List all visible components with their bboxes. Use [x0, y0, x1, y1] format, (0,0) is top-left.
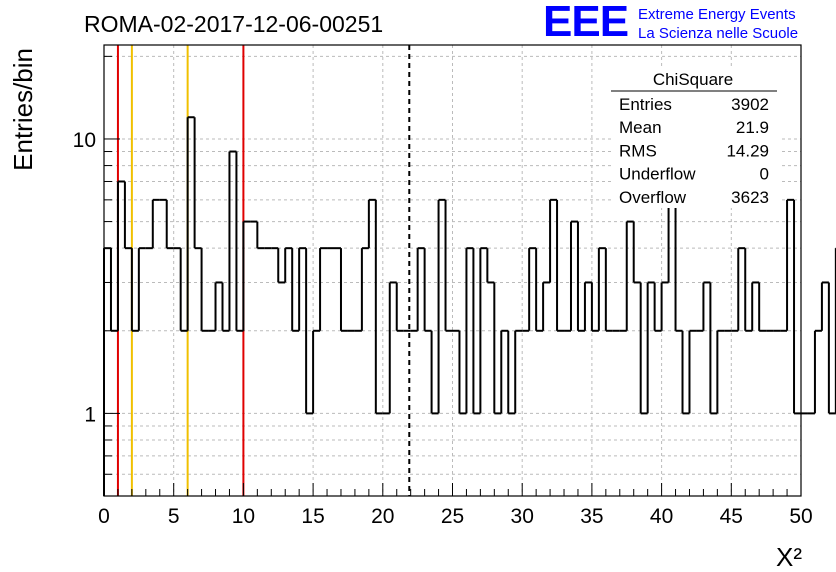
grid — [104, 45, 801, 496]
stats-label: Mean — [619, 118, 662, 137]
x-tick-label: 30 — [511, 505, 534, 528]
stats-title: ChiSquare — [653, 70, 733, 89]
x-tick-label: 45 — [720, 505, 743, 528]
stats-value: 3902 — [731, 95, 769, 114]
x-tick-label: 35 — [580, 505, 603, 528]
chart-title: ROMA-02-2017-12-06-00251 — [84, 11, 383, 37]
histogram — [103, 116, 836, 496]
x-tick-label: 40 — [650, 505, 673, 528]
logo-tagline-1: Extreme Energy Events — [638, 6, 796, 23]
x-tick-label: 15 — [301, 505, 324, 528]
tick-labels: 0 5 10 15 20 25 30 35 40 45 50 1 10 — [73, 129, 813, 528]
x-tick-label: 0 — [98, 505, 110, 528]
stats-value: 21.9 — [736, 118, 769, 137]
x-tick-label: 50 — [789, 505, 812, 528]
stats-value: 14.29 — [726, 141, 769, 160]
y-axis-label: Entries/bin — [8, 48, 38, 171]
y-tick-label: 10 — [73, 129, 96, 152]
x-tick-label: 10 — [232, 505, 255, 528]
stats-label: RMS — [619, 141, 657, 160]
x-tick-label: 5 — [168, 505, 180, 528]
stats-label: Overflow — [619, 188, 687, 207]
stats-value: 0 — [760, 165, 769, 184]
y-tick-label: 1 — [84, 403, 96, 426]
axis-ticks — [103, 55, 802, 496]
reference-lines — [116, 45, 411, 496]
stats-label: Entries — [619, 95, 672, 114]
eee-logo: EEE — [543, 0, 629, 46]
stats-rows: Entries 3902 Mean 21.9 RMS 14.29 Underflow 0 Ove… — [619, 95, 769, 207]
stats-value: 3623 — [731, 188, 769, 207]
x-tick-label: 25 — [441, 505, 464, 528]
stats-box: ChiSquare Entries 3902 Mean 21.9 RMS 14.29 Und… — [611, 66, 781, 208]
logo-tagline-2: La Scienza nelle Scuole — [638, 25, 799, 42]
x-tick-label: 20 — [371, 505, 394, 528]
stats-label: Underflow — [619, 165, 696, 184]
x-axis-label: X² — [776, 542, 802, 572]
